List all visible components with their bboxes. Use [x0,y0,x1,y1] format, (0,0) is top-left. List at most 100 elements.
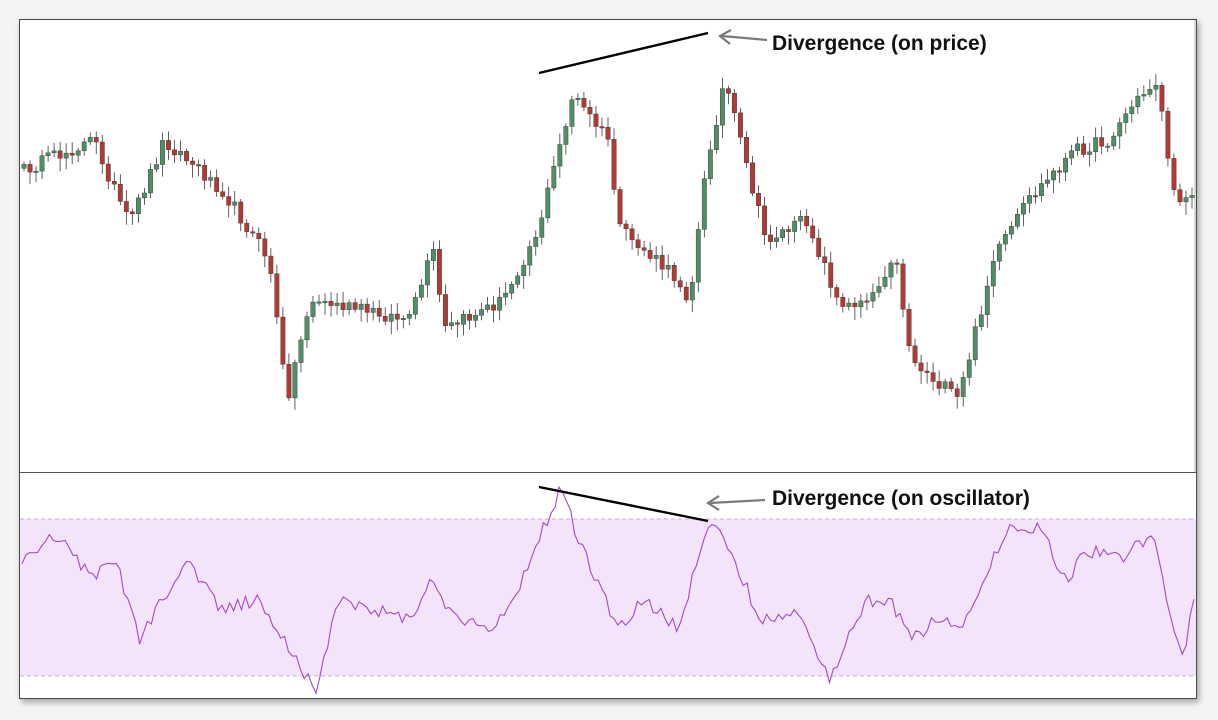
candle-body [527,246,533,266]
candle-body [346,302,352,310]
candle-body [599,126,605,129]
candle-body [936,381,942,389]
candle-body [972,326,978,361]
candle-body [906,309,912,347]
candle-body [641,247,647,251]
candle-body [912,345,918,364]
candle-body [858,300,864,308]
candle-body [659,255,665,270]
annotations-group: Divergence (on price) Divergence (on osc… [538,29,1030,523]
candle-body [786,229,792,232]
candle-body [75,150,81,156]
candle-body [990,260,996,287]
candle-body [707,149,713,179]
candle-body [665,265,671,270]
price-panel-background [20,20,1196,472]
candle-body [268,255,274,274]
candle-body [1153,85,1159,90]
candle-body [701,178,707,230]
candle-body [467,314,472,321]
candle-body [864,300,870,303]
candle-body [322,301,328,303]
candle-body [1117,122,1123,137]
candle-body [358,303,364,310]
candle-body [190,160,195,165]
candle-body [27,164,33,173]
candle-body [768,234,773,242]
candle-body [581,98,587,108]
candle-body [292,362,298,399]
candle-body [394,313,400,320]
candle-body [21,164,27,169]
candle-body [33,170,39,173]
candle-body [1099,137,1105,147]
candle-body [1008,226,1014,235]
candle-body [81,141,87,151]
candle-body [521,264,527,277]
candle-body [1147,89,1153,95]
candle-body [455,322,460,325]
candle-body [479,309,484,316]
candle-body [846,302,852,307]
oscillator-divergence-arrow [705,495,766,511]
candle-body [388,313,394,322]
candle-body [1183,197,1189,203]
candle-body [894,262,900,265]
candle-body [828,262,834,288]
candle-body [509,284,515,294]
candle-body [1189,195,1195,198]
candle-body [1111,135,1117,147]
candle-body [250,231,256,234]
candle-body [1063,157,1068,173]
candle-body [364,303,370,313]
candle-body [569,99,575,127]
candle-body [196,164,201,167]
candle-body [69,152,75,156]
oscillator-panel [20,485,1196,695]
candle-body [870,292,876,302]
candle-body [551,165,557,189]
candle-body [563,126,569,145]
candle-body [1171,158,1177,190]
candle-body [154,164,159,170]
candle-body [587,106,593,115]
candle-body [202,165,208,181]
candles-group [21,74,1195,410]
candle-body [617,189,623,225]
candle-body [539,217,545,238]
candle-body [497,296,503,311]
candle-body [1069,150,1074,159]
candle-body [635,239,641,248]
candle-body [148,169,153,194]
candle-body [966,359,972,378]
oscillator-line [21,485,1195,695]
candle-body [178,151,183,156]
candle-body [924,370,930,373]
candle-body [220,191,226,197]
candle-body [123,201,129,212]
candle-body [304,316,310,341]
candle-body [882,276,888,287]
candle-body [918,362,924,372]
candle-body [111,181,117,185]
candle-body [352,302,358,310]
candle-body [822,256,828,263]
candle-body [370,307,376,313]
candle-body [1081,143,1087,155]
candle-body [99,141,105,165]
candle-body [57,150,63,159]
candle-body [677,280,683,288]
candle-body [713,124,719,150]
candle-body [942,381,948,389]
candle-body [756,193,761,207]
candle-body [166,140,171,150]
candle-body [238,201,244,224]
candle-body [888,262,894,278]
candle-body [804,216,810,227]
candle-body [286,364,292,399]
candle-body [160,140,165,165]
candle-body [1177,189,1183,203]
candle-body [744,137,749,164]
candle-body [232,201,238,206]
